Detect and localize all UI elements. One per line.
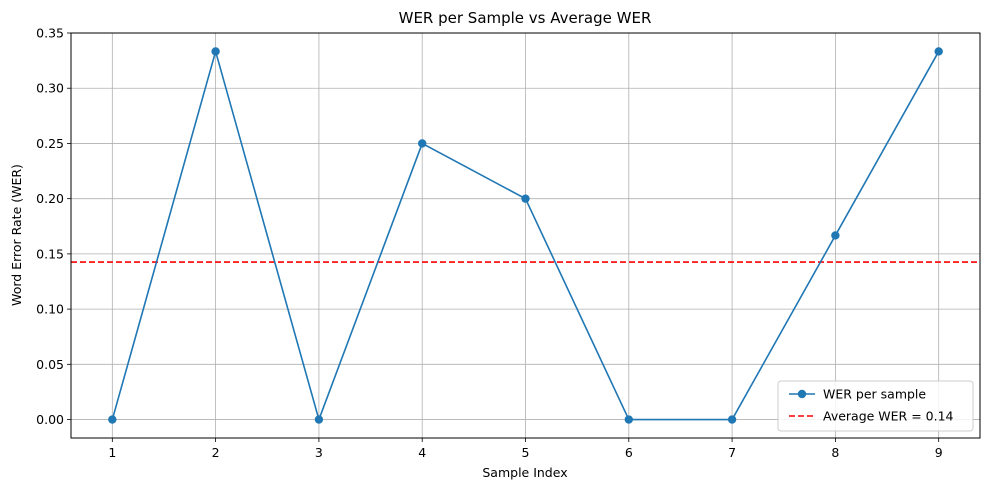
- grid: [71, 32, 980, 438]
- x-tick-label: 6: [625, 445, 633, 460]
- x-axis-ticks: 1 2 3 4 5 6 7 8 9: [108, 438, 943, 460]
- wer-data-point: [314, 415, 324, 424]
- y-tick-label: 0.20: [36, 191, 64, 206]
- x-tick-label: 1: [108, 445, 116, 460]
- x-tick-label: 2: [212, 445, 220, 460]
- wer-data-point: [418, 139, 427, 148]
- y-tick-label: 0.10: [36, 302, 64, 317]
- chart-title: WER per Sample vs Average WER: [399, 9, 652, 27]
- x-tick-label: 5: [522, 445, 530, 460]
- legend-box: [777, 380, 974, 432]
- wer-data-point: [831, 231, 840, 240]
- x-tick-label: 9: [935, 445, 943, 460]
- series-layer: [108, 47, 943, 424]
- y-tick-label: 0.00: [36, 412, 64, 427]
- wer-data-point: [934, 47, 943, 56]
- y-axis-ticks: 0.00 0.05 0.10 0.15 0.20 0.25 0.30 0.35: [36, 26, 71, 427]
- x-tick-label: 4: [418, 445, 426, 460]
- x-tick-label: 8: [831, 445, 839, 460]
- legend-average-label: Average WER = 0.14: [823, 409, 954, 424]
- wer-data-point: [211, 47, 220, 56]
- wer-data-point: [521, 194, 530, 203]
- wer-data-point: [624, 415, 633, 424]
- y-axis-title: Word Error Rate (WER): [9, 164, 24, 306]
- y-tick-label: 0.15: [36, 246, 64, 261]
- y-tick-label: 0.05: [36, 357, 64, 372]
- wer-data-point: [727, 415, 737, 424]
- wer-data-point: [108, 415, 117, 424]
- y-tick-label: 0.35: [36, 26, 64, 41]
- x-tick-label: 3: [315, 445, 323, 460]
- legend-series-marker: [797, 389, 807, 399]
- y-tick-label: 0.30: [36, 81, 64, 96]
- legend: WER per sample Average WER = 0.14: [777, 380, 974, 432]
- x-axis-title: Sample Index: [482, 465, 567, 480]
- legend-series-label: WER per sample: [823, 387, 926, 402]
- x-tick-label: 7: [728, 445, 736, 460]
- y-tick-label: 0.25: [36, 136, 64, 151]
